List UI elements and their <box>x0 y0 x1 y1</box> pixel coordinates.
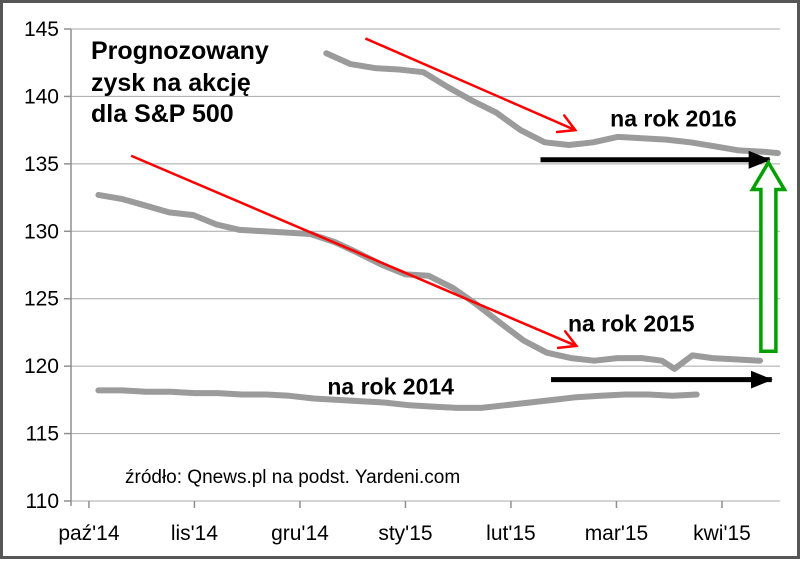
series-line-na-rok-2014 <box>95 387 700 411</box>
series-line-na-rok-2015 <box>95 191 763 372</box>
y-tick-label: 140 <box>24 85 59 108</box>
series-line-na-rok-2016 <box>323 50 781 157</box>
x-tick-label: gru'14 <box>271 522 329 545</box>
series-label-2015: na rok 2015 <box>567 310 695 337</box>
series-label-2014: na rok 2014 <box>327 373 454 400</box>
red-trend-arrow <box>130 154 579 350</box>
y-tick-label: 145 <box>24 18 59 41</box>
y-tick-label: 120 <box>24 355 59 378</box>
chart-canvas: 110 115 120 125 130 135 140 145 paź'14 lis'14 gru'… <box>24 18 788 545</box>
source-note: źródło: Qnews.pl na podst. Yardeni.com <box>125 467 461 488</box>
green-up-arrow <box>749 159 788 354</box>
y-tick-label: 125 <box>24 288 59 311</box>
x-tick-label: lis'14 <box>171 522 219 545</box>
x-tick-label: sty'15 <box>378 522 432 545</box>
x-tick-label: lut'15 <box>486 522 536 545</box>
y-tick-label: 115 <box>26 423 59 446</box>
series-label-2016: na rok 2016 <box>610 105 737 132</box>
x-tick-label: mar'15 <box>585 522 649 545</box>
chart-title: Prognozowany zysk na akcję dla S&P 500 <box>91 37 269 128</box>
y-tick-label: 130 <box>24 220 59 243</box>
red-trend-arrow <box>364 37 578 134</box>
x-tick-label: paź'14 <box>58 522 120 545</box>
x-tick-label: kwi'15 <box>693 522 751 545</box>
y-tick-label: 110 <box>26 490 59 513</box>
y-tick-label: 135 <box>24 153 59 176</box>
